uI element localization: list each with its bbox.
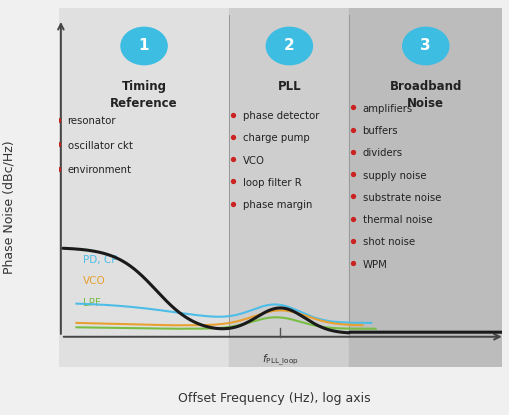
Text: $f_{\mathregular{PLL\_loop}}$: $f_{\mathregular{PLL\_loop}}$ — [262, 353, 298, 368]
Text: buffers: buffers — [362, 126, 398, 136]
Circle shape — [266, 27, 312, 65]
Text: 1: 1 — [138, 39, 149, 54]
Bar — [349, 8, 501, 367]
Text: Offset Frequency (Hz), log axis: Offset Frequency (Hz), log axis — [178, 392, 370, 405]
Text: loop filter R: loop filter R — [242, 178, 301, 188]
Text: substrate noise: substrate noise — [362, 193, 440, 203]
Text: supply noise: supply noise — [362, 171, 425, 181]
Bar — [229, 8, 349, 367]
Text: resonator: resonator — [67, 116, 116, 127]
Text: 2: 2 — [284, 39, 294, 54]
Text: charge pump: charge pump — [242, 133, 309, 143]
Text: 3: 3 — [420, 39, 430, 54]
Bar — [59, 8, 229, 367]
Text: Timing
Reference: Timing Reference — [110, 80, 178, 110]
Text: amplifiers: amplifiers — [362, 104, 412, 114]
Text: VCO: VCO — [242, 156, 264, 166]
Text: phase margin: phase margin — [242, 200, 312, 210]
Circle shape — [121, 27, 167, 65]
Text: dividers: dividers — [362, 148, 402, 159]
Text: LPF: LPF — [83, 298, 101, 308]
Circle shape — [402, 27, 448, 65]
Text: PD, CP: PD, CP — [83, 254, 117, 265]
Text: Broadband
Noise: Broadband Noise — [389, 80, 461, 110]
Text: WPM: WPM — [362, 260, 387, 270]
Text: Phase Noise (dBc/Hz): Phase Noise (dBc/Hz) — [3, 141, 16, 274]
Text: oscillator ckt: oscillator ckt — [67, 141, 132, 151]
Text: thermal noise: thermal noise — [362, 215, 431, 225]
Text: shot noise: shot noise — [362, 237, 414, 247]
Text: VCO: VCO — [83, 276, 105, 286]
Text: PLL: PLL — [277, 80, 301, 93]
Text: phase detector: phase detector — [242, 111, 319, 121]
Text: environment: environment — [67, 165, 131, 175]
